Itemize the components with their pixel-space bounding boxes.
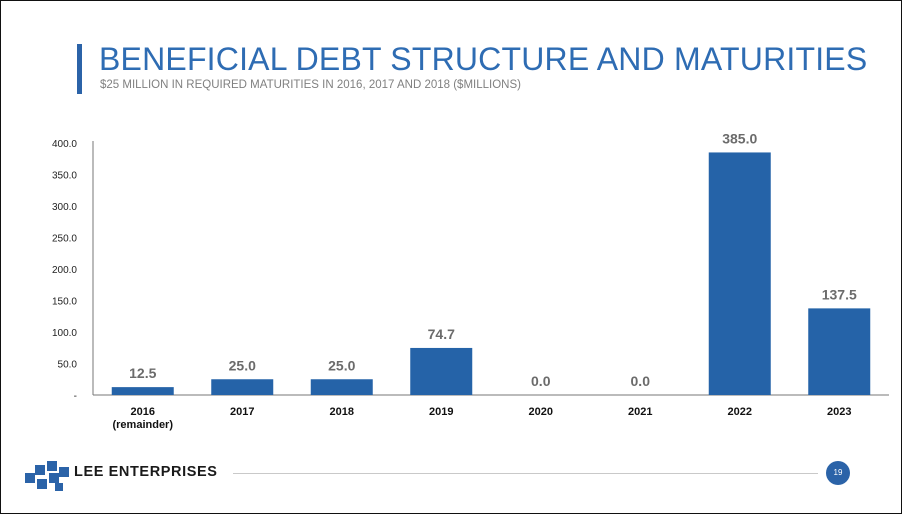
x-tick-label: 2021 — [628, 406, 652, 418]
y-tick-label: 400.0 — [52, 139, 77, 150]
bar-data-label: 385.0 — [722, 130, 757, 146]
y-tick-label: 100.0 — [52, 328, 77, 339]
x-tick-label: (remainder) — [112, 419, 173, 431]
lee-enterprises-logo-icon — [25, 461, 69, 491]
y-tick-label: 250.0 — [52, 234, 77, 245]
bar — [708, 152, 771, 395]
bar-data-label: 12.5 — [129, 365, 156, 381]
y-tick-label: - — [74, 391, 77, 402]
x-tick-label: 2022 — [728, 406, 752, 418]
x-tick-label: 2023 — [827, 406, 851, 418]
x-tick-label: 2017 — [230, 406, 254, 418]
bar-data-label: 25.0 — [328, 357, 355, 373]
x-tick-label: 2019 — [429, 406, 453, 418]
y-tick-label: 50.0 — [58, 360, 78, 371]
y-tick-label: 200.0 — [52, 265, 77, 276]
title-accent-bar — [77, 44, 82, 94]
x-tick-label: 2020 — [529, 406, 553, 418]
bar — [211, 379, 274, 395]
y-tick-label: 150.0 — [52, 297, 77, 308]
y-tick-label: 350.0 — [52, 171, 77, 182]
bar-data-label: 137.5 — [822, 286, 857, 302]
bar-data-label: 0.0 — [531, 373, 551, 389]
footer-divider — [233, 473, 818, 474]
slide-subtitle: $25 MILLION IN REQUIRED MATURITIES IN 20… — [100, 79, 521, 91]
y-tick-label: 300.0 — [52, 202, 77, 213]
bar-data-label: 0.0 — [631, 373, 651, 389]
bar-data-label: 74.7 — [428, 326, 455, 342]
company-logo-text: LEE ENTERPRISES — [74, 464, 218, 480]
bar-data-label: 25.0 — [229, 357, 256, 373]
bar — [111, 387, 174, 395]
slide-title: BENEFICIAL DEBT STRUCTURE AND MATURITIES — [99, 41, 868, 77]
x-tick-label: 2016 — [131, 406, 155, 418]
bar — [410, 347, 473, 395]
bar — [310, 379, 373, 395]
bar — [808, 308, 871, 395]
page-number-badge: 19 — [826, 461, 850, 485]
x-tick-label: 2018 — [330, 406, 354, 418]
